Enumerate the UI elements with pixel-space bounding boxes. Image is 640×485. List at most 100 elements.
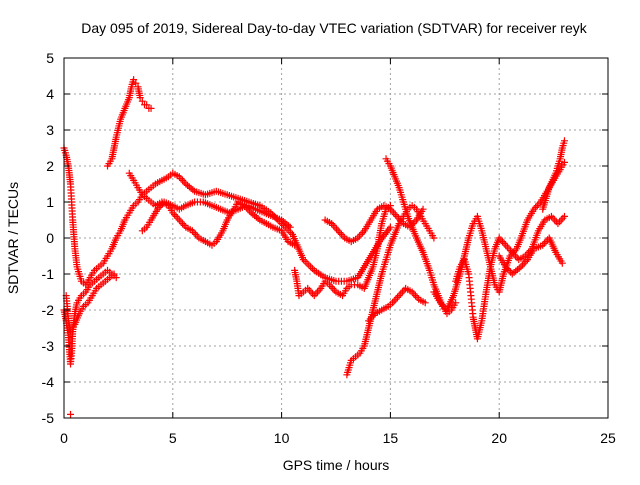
data-point [549, 214, 557, 222]
y-tick-label: -5 [42, 410, 55, 426]
data-point [391, 211, 399, 219]
data-point [336, 229, 344, 237]
data-point [172, 212, 180, 220]
series-track-n [495, 234, 566, 278]
data-point [392, 295, 400, 303]
series-track-k [365, 284, 429, 325]
data-point [138, 97, 146, 105]
data-point [67, 410, 75, 418]
y-tick-label: 3 [46, 122, 54, 138]
data-point [132, 79, 140, 87]
data-point [503, 243, 511, 251]
data-point [331, 223, 339, 231]
y-tick-label: -3 [42, 338, 55, 354]
data-point [556, 218, 564, 226]
x-tick-label: 5 [169, 430, 177, 446]
series-track-p [67, 410, 75, 418]
y-tick-label: -4 [42, 374, 55, 390]
series-track-g [291, 202, 394, 300]
data-point [421, 299, 429, 307]
data-point [174, 214, 182, 222]
data-point [554, 220, 562, 228]
data-point [177, 218, 185, 226]
series-track-o [539, 137, 568, 213]
y-tick-label: -1 [42, 266, 55, 282]
data-point [180, 178, 188, 186]
data-point [560, 158, 568, 166]
series-track-c [60, 266, 120, 368]
data-point [500, 239, 508, 247]
data-point [179, 176, 187, 184]
data-point [393, 293, 401, 301]
y-tick-label: -2 [42, 302, 55, 318]
data-point [519, 261, 527, 269]
y-tick-label: 2 [46, 158, 54, 174]
y-tick-label: 4 [46, 86, 54, 102]
data-point [395, 292, 403, 300]
data-point [329, 284, 337, 292]
data-point [560, 137, 568, 145]
data-point [286, 223, 294, 231]
data-point [502, 241, 510, 249]
data-point [334, 227, 342, 235]
y-tick-label: 5 [46, 50, 54, 66]
y-tick-label: 1 [46, 194, 54, 210]
data-point [315, 286, 323, 294]
series-track-f [138, 198, 294, 235]
data-point [560, 212, 568, 220]
data-point [305, 286, 313, 294]
data-point [307, 288, 315, 296]
series-track-b [104, 76, 155, 170]
data-point [305, 261, 313, 269]
series-track-m [452, 212, 568, 343]
data-point [303, 259, 311, 267]
data-point [175, 216, 183, 224]
data-point [307, 263, 315, 271]
x-tick-label: 10 [274, 430, 290, 446]
series-track-a [60, 144, 394, 289]
y-tick-label: 0 [46, 230, 54, 246]
data-point [357, 230, 365, 238]
data-point [112, 274, 120, 282]
data-point [327, 283, 335, 291]
data-layer [60, 76, 568, 418]
data-point [386, 223, 394, 231]
series-track-d [62, 270, 118, 336]
data-point [390, 209, 398, 217]
data-point [310, 292, 318, 300]
data-point [291, 241, 299, 249]
x-tick-label: 0 [60, 430, 68, 446]
data-point [308, 265, 316, 273]
data-point [520, 259, 528, 267]
data-point [430, 234, 438, 242]
data-point [192, 230, 200, 238]
data-point [397, 290, 405, 298]
data-point [314, 288, 322, 296]
data-point [558, 259, 566, 267]
x-tick-label: 20 [491, 430, 507, 446]
data-point [337, 230, 345, 238]
data-point [130, 76, 138, 84]
data-point [559, 214, 567, 222]
x-tick-label: 25 [600, 430, 616, 446]
data-point [312, 290, 320, 298]
data-point [110, 270, 118, 278]
data-point [333, 225, 341, 233]
x-tick-label: 15 [383, 430, 399, 446]
data-point [143, 101, 151, 109]
data-point [390, 297, 398, 305]
data-point [557, 216, 565, 224]
data-point [147, 104, 155, 112]
chart-title: Day 095 of 2019, Sidereal Day-to-day VTE… [81, 20, 587, 36]
data-point [419, 205, 427, 213]
x-axis-label: GPS time / hours [283, 457, 390, 473]
grid-layer [64, 58, 608, 418]
data-point [170, 211, 178, 219]
data-point [179, 220, 187, 228]
data-point [411, 292, 419, 300]
data-point [533, 202, 541, 210]
y-axis-label: SDTVAR / TECUs [5, 182, 21, 294]
tick-layer: 0 5 10 15 20 25 -5 -4 -3 -2 -1 0 1 2 3 4 5 [42, 50, 616, 446]
